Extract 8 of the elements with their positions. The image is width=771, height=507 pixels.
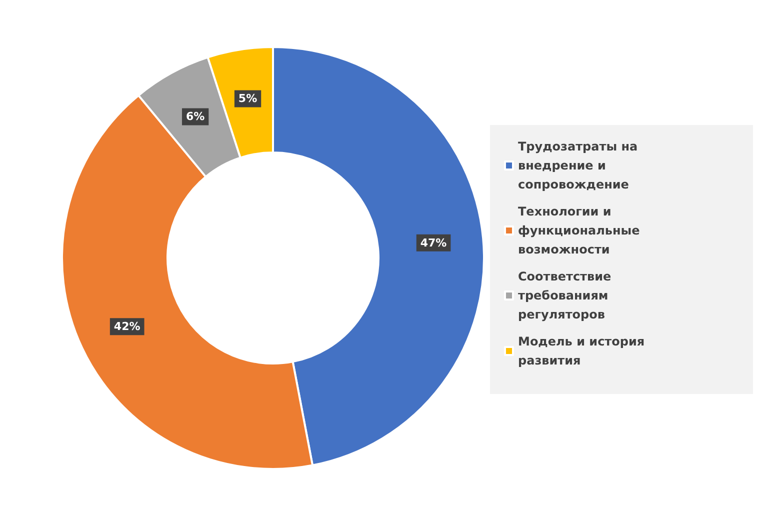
legend-label: Модель и история развития	[518, 334, 649, 368]
data-label: 47%	[420, 236, 447, 250]
legend-label: Соответствие требованиям регуляторов	[518, 270, 616, 322]
data-label: 5%	[238, 92, 258, 106]
data-label: 6%	[186, 110, 205, 124]
legend-label: Технологии и функциональные возможности	[518, 204, 644, 256]
data-label: 42%	[114, 320, 140, 334]
legend-label: Трудозатраты на внедрение и сопровождение	[518, 140, 642, 192]
